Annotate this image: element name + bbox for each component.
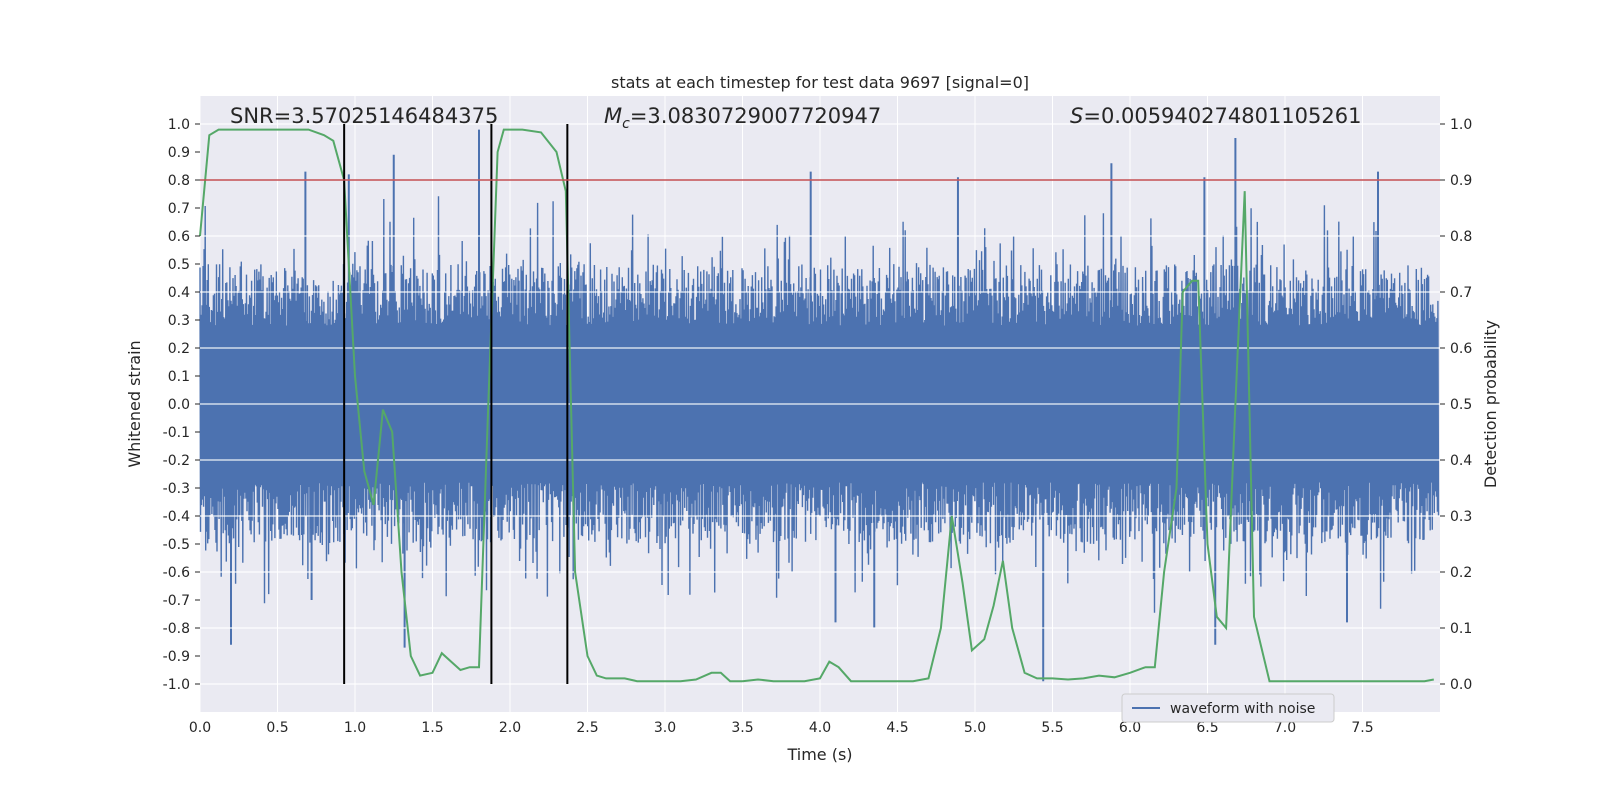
s-annotation: S=0.005940274801105261 xyxy=(1070,104,1361,128)
x-tick-label: 1.5 xyxy=(421,720,443,736)
chirp-mass-subscript: c xyxy=(622,116,630,132)
right-y-tick-label: 0.8 xyxy=(1450,229,1472,245)
y-tick-label: -0.4 xyxy=(163,509,190,525)
chart-title: stats at each timestep for test data 969… xyxy=(611,73,1029,92)
y-tick-label: 0.7 xyxy=(168,201,190,217)
vertical-markers xyxy=(343,124,569,684)
s-value: =0.005940274801105261 xyxy=(1083,104,1361,128)
y-tick-label: -0.2 xyxy=(163,453,190,469)
x-tick-label: 3.0 xyxy=(654,720,676,736)
y-tick-label: 0.0 xyxy=(168,397,190,413)
y-tick-label: 0.3 xyxy=(168,313,190,329)
y-tick-label: 0.9 xyxy=(168,145,190,161)
x-tick-label: 0.5 xyxy=(266,720,288,736)
x-tick-label: 4.5 xyxy=(886,720,908,736)
y-tick-label: -0.9 xyxy=(163,649,190,665)
y-tick-label: -0.3 xyxy=(163,481,190,497)
s-symbol: S xyxy=(1070,104,1083,128)
x-tick-label: 5.5 xyxy=(1041,720,1063,736)
right-y-tick-label: 1.0 xyxy=(1450,117,1472,133)
y-axis-label: Whitened strain xyxy=(125,340,144,467)
legend-box xyxy=(1121,693,1335,723)
x-tick-label: 4.0 xyxy=(809,720,831,736)
right-y-tick-label: 0.2 xyxy=(1450,565,1472,581)
legend-label: waveform with noise xyxy=(1170,701,1315,717)
y-tick-label: -0.8 xyxy=(163,621,190,637)
snr-annotation: SNR=3.57025146484375 xyxy=(230,104,498,128)
chirp-mass-value: =3.0830729007720947 xyxy=(630,104,881,128)
right-y-tick-label: 0.9 xyxy=(1450,173,1472,189)
y-tick-label: -0.1 xyxy=(163,425,190,441)
x-tick-label: 2.5 xyxy=(576,720,598,736)
y-tick-label: 0.8 xyxy=(168,173,190,189)
detection-probability-line xyxy=(199,128,1434,683)
y-tick-label: 1.0 xyxy=(168,117,190,133)
x-tick-label: 2.0 xyxy=(499,720,521,736)
right-y-tick-label: 0.1 xyxy=(1450,621,1472,637)
waveform-series xyxy=(199,123,1440,685)
y-tick-label: -1.0 xyxy=(163,677,190,693)
y-tick-label: 0.5 xyxy=(168,257,190,273)
x-tick-label: 7.5 xyxy=(1351,720,1373,736)
chirp-mass-symbol: M xyxy=(604,104,622,128)
right-y-tick-label: 0.7 xyxy=(1450,285,1472,301)
y-tick-label: 0.1 xyxy=(168,369,190,385)
y-tick-label: -0.7 xyxy=(163,593,190,609)
y-axis-ticks: 1.0 0.9 0.8 0.7 0.6 0.5 0.4 0.3 0.2 0.1 0.0 -0.1 -0.… xyxy=(163,117,200,693)
x-axis-label: Time (s) xyxy=(786,745,852,764)
legend: waveform with noise xyxy=(1121,693,1335,723)
chirp-mass-annotation: Mc=3.0830729007720947 xyxy=(604,104,881,132)
y-tick-label: 0.2 xyxy=(168,341,190,357)
right-y-tick-label: 0.3 xyxy=(1450,509,1472,525)
right-y-axis-label: Detection probability xyxy=(1481,320,1500,488)
right-y-tick-label: 0.4 xyxy=(1450,453,1472,469)
x-axis-ticks: 0.0 0.5 1.0 1.5 2.0 2.5 3.0 3.5 4.0 4.5 5.0 5.5 6.0 6… xyxy=(189,720,1374,736)
x-tick-label: 6.0 xyxy=(1119,720,1141,736)
right-y-tick-label: 0.0 xyxy=(1450,677,1472,693)
x-tick-label: 7.0 xyxy=(1274,720,1296,736)
detection-probability-series xyxy=(199,128,1434,683)
y-tick-label: 0.4 xyxy=(168,285,190,301)
y-tick-label: 0.6 xyxy=(168,229,190,245)
right-y-tick-label: 0.6 xyxy=(1450,341,1472,357)
y-tick-label: -0.5 xyxy=(163,537,190,553)
y-tick-label: -0.6 xyxy=(163,565,190,581)
right-y-axis-ticks: 1.0 0.9 0.8 0.7 0.6 0.5 0.4 0.3 0.2 0.1 0.0 xyxy=(1440,117,1472,693)
x-tick-label: 3.5 xyxy=(731,720,753,736)
x-tick-label: 1.0 xyxy=(344,720,366,736)
right-y-tick-label: 0.5 xyxy=(1450,397,1472,413)
x-tick-label: 0.0 xyxy=(189,720,211,736)
x-tick-label: 6.5 xyxy=(1196,720,1218,736)
x-tick-label: 5.0 xyxy=(964,720,986,736)
